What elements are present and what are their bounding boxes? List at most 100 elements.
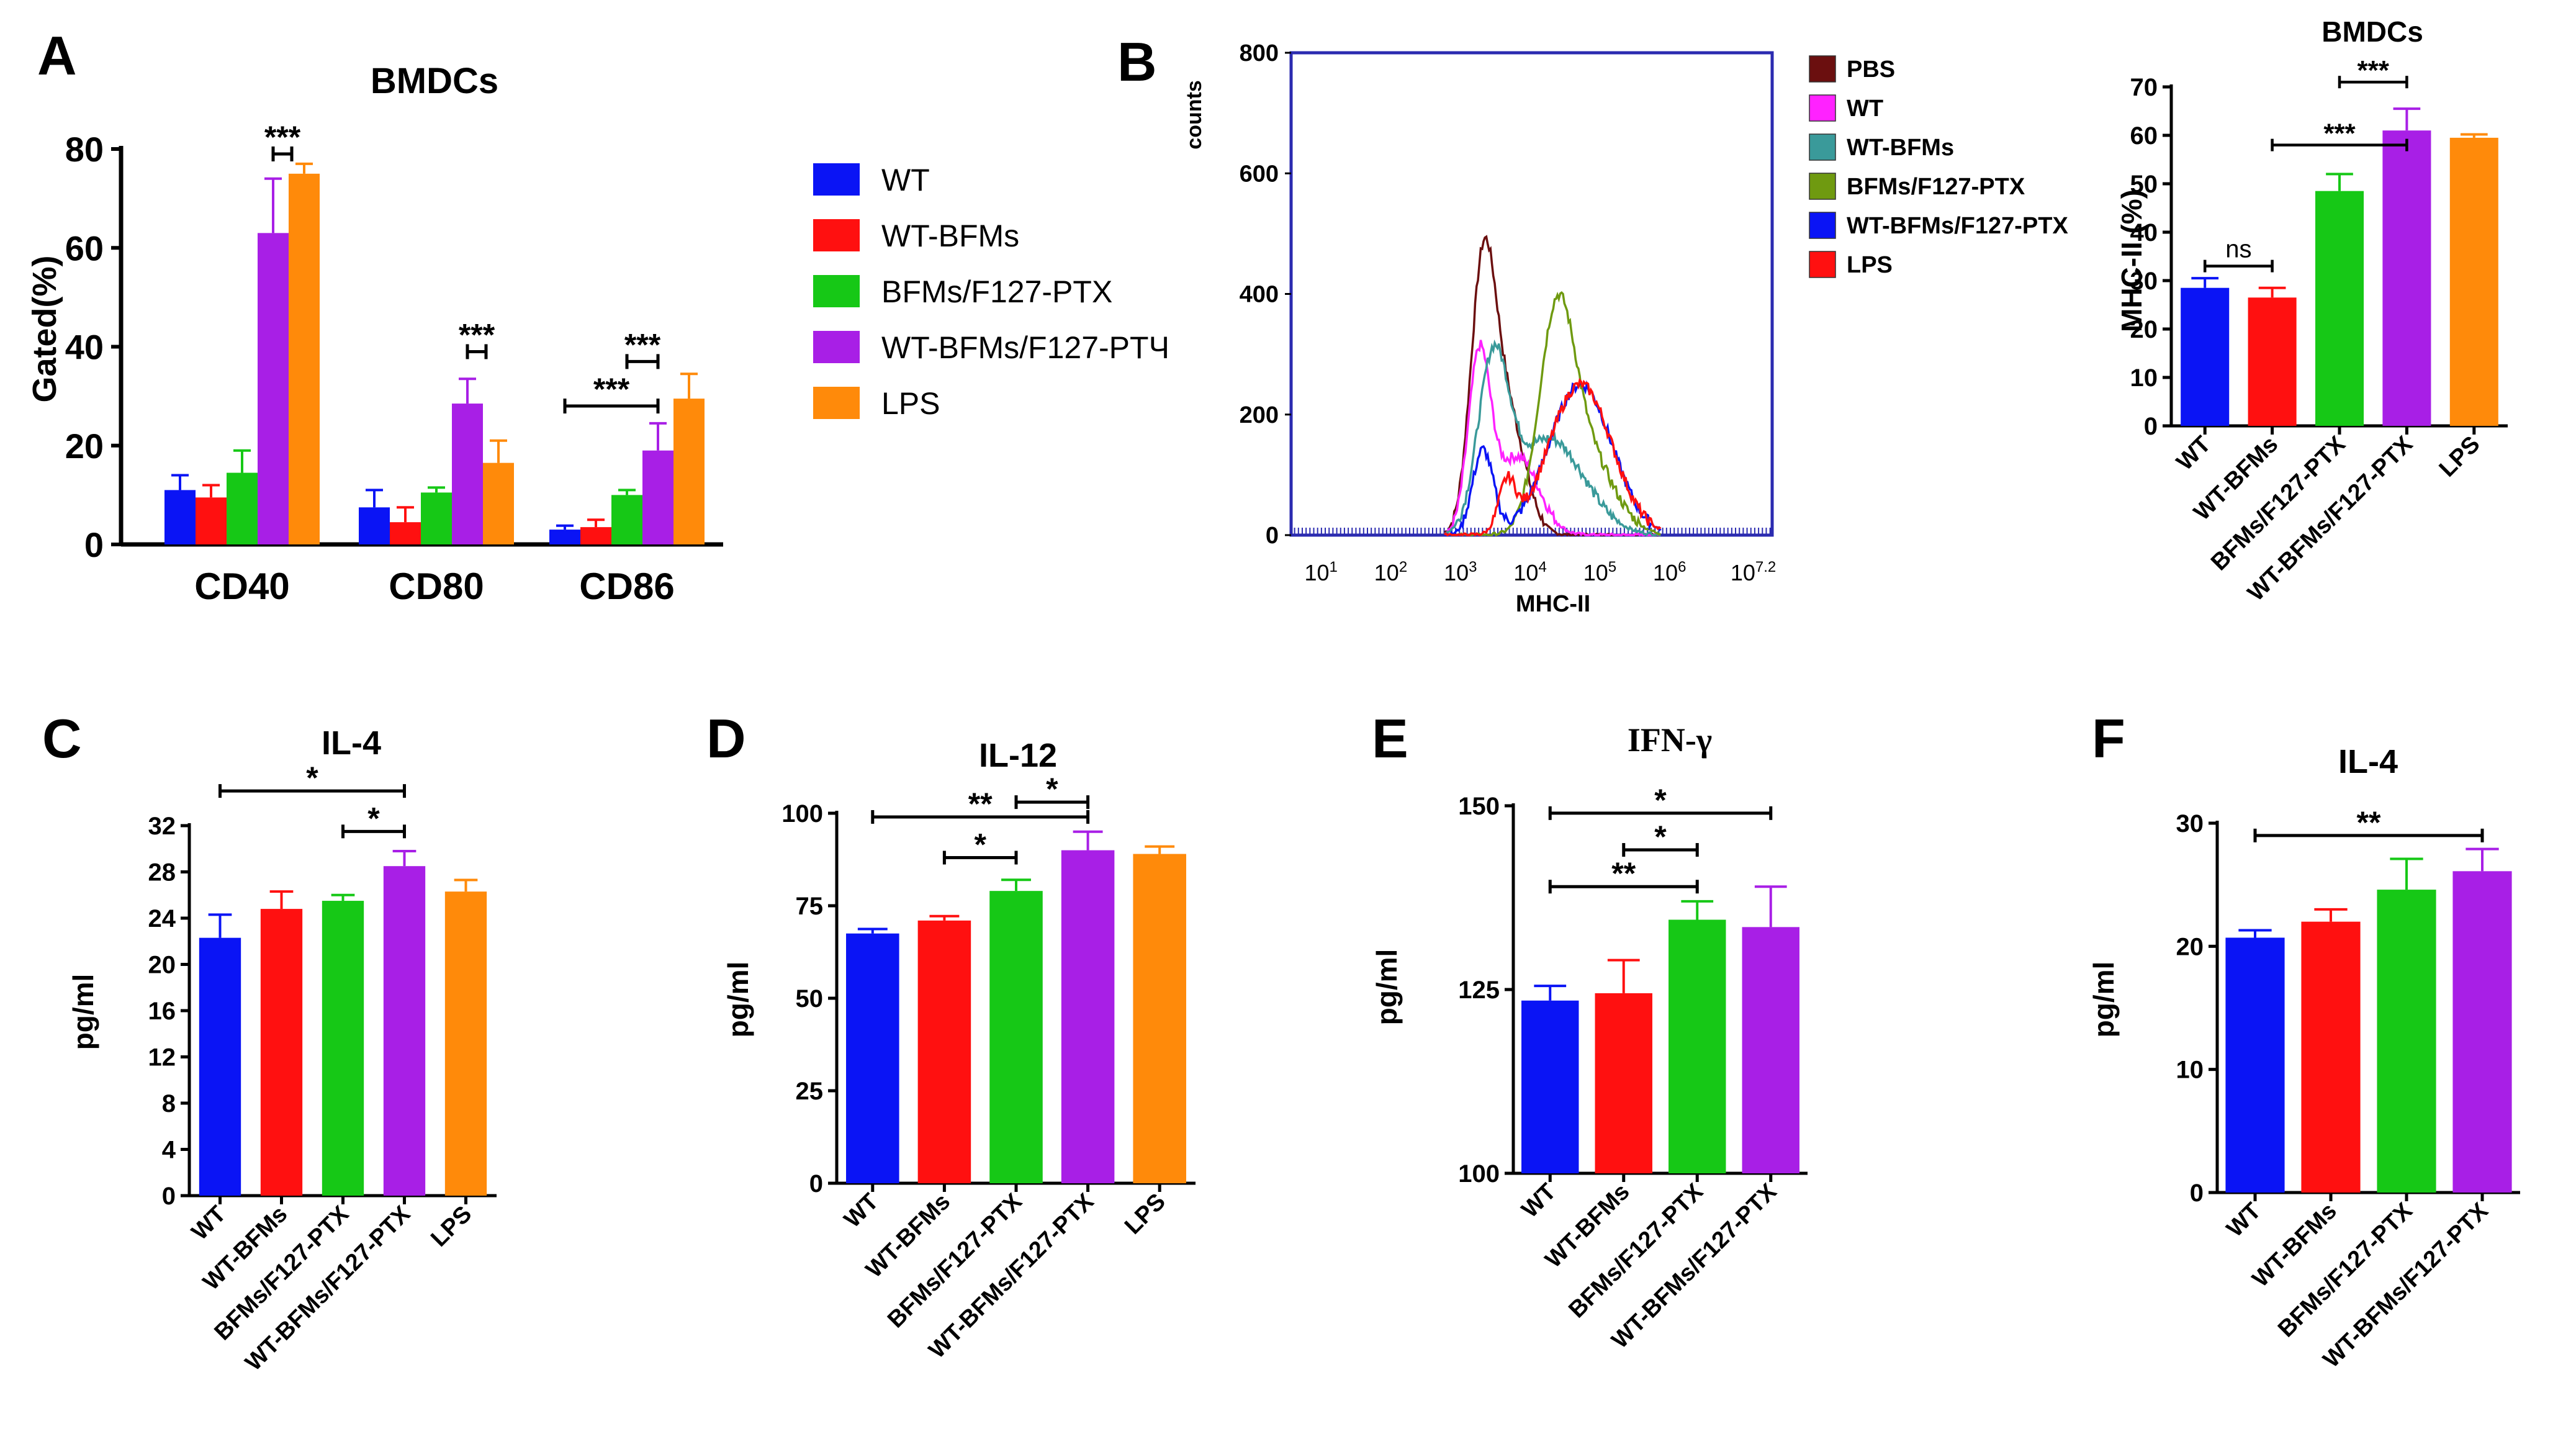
- legend-b-swatch-bfms-f127-ptx: [1809, 173, 1836, 200]
- chart-b2-title: BMDCs: [2322, 16, 2423, 48]
- chart-c-ytick-label: 32: [148, 813, 176, 840]
- chart-a-sig-label: ***: [459, 317, 495, 352]
- chart-c-ytick-label: 20: [148, 952, 176, 979]
- chart-f-ytick-label: 0: [2190, 1180, 2204, 1207]
- chart-b-histogram: counts MHC-II 0 200 400 600 800 101 102 103 104 1…: [1182, 40, 1776, 617]
- chart-f-bar-1: [2301, 921, 2361, 1193]
- chart-b-legend: PBS WT WT-BFMs BFMs/F127-PTX WT-BFMs/F12…: [1809, 55, 2068, 278]
- chart-b-xtick-label: 107.2: [1731, 559, 1776, 585]
- chart-a-bar: [390, 522, 421, 544]
- chart-c-bar-4: [444, 891, 487, 1196]
- panel-letter-d: D: [706, 708, 746, 769]
- chart-a-legend: WT WT-BFMs BFMs/F127-PTX WT-BFMs/F127-PT…: [813, 163, 1169, 421]
- legend-b-swatch-pbs: [1809, 55, 1836, 83]
- chart-a-bar: [227, 472, 258, 544]
- chart-c-bar-0: [199, 937, 241, 1196]
- chart-a-bar: [289, 173, 320, 544]
- legend-label-bfms-f127-ptx: BFMs/F127-PTX: [881, 274, 1112, 309]
- chart-b2-ytick-label: 30: [2130, 268, 2158, 295]
- legend-swatch-wt: [813, 163, 860, 196]
- chart-a-bar: [196, 497, 227, 544]
- chart-b2-category-label: WT: [2171, 431, 2215, 476]
- chart-c-ytick-label: 12: [148, 1044, 176, 1071]
- chart-a-sig-label: ***: [264, 120, 301, 155]
- legend-swatch-lps: [813, 387, 860, 419]
- chart-a-bar: [580, 527, 611, 544]
- chart-e-sig-label: *: [1654, 819, 1667, 854]
- chart-e-sig-label: *: [1654, 783, 1667, 818]
- chart-b2-category-label: LPS: [2434, 431, 2485, 482]
- chart-d-ytick-label: 50: [796, 985, 824, 1013]
- chart-b-ytick-label: 400: [1240, 282, 1279, 308]
- chart-d-category-label: LPS: [1120, 1189, 1171, 1240]
- chart-c-bar-2: [322, 901, 364, 1196]
- chart-b-ylabel: counts: [1182, 80, 1206, 149]
- chart-e-title: IFN-γ: [1628, 721, 1712, 759]
- chart-b-xtick-label: 105: [1583, 559, 1616, 585]
- chart-a-sig-label: ***: [593, 372, 630, 407]
- chart-b2-bar-1: [2248, 297, 2297, 426]
- chart-c-ylabel: pg/ml: [67, 974, 99, 1050]
- chart-d-title: IL-12: [979, 737, 1057, 774]
- chart-d-ytick-label: 0: [809, 1170, 823, 1198]
- legend-b-swatch-wt-bfms-f127-ptx: [1809, 212, 1836, 239]
- chart-b2-sig-label: ***: [2358, 55, 2390, 86]
- chart-e-ylabel: pg/ml: [1371, 949, 1403, 1026]
- chart-d-ylabel: pg/ml: [722, 962, 754, 1038]
- chart-b2-ytick-label: 60: [2130, 122, 2158, 150]
- chart-a-category-label: CD80: [389, 566, 484, 607]
- chart-b-ytick-label: 200: [1240, 402, 1279, 428]
- chart-e-category-label: BFMs/F127-PTX: [1564, 1178, 1708, 1323]
- chart-b2-ytick-label: 70: [2130, 74, 2158, 101]
- legend-label-lps: LPS: [881, 386, 940, 421]
- chart-d-bar-0: [846, 933, 899, 1183]
- chart-a-bar: [549, 530, 580, 544]
- legend-label-wt-bfms: WT-BFMs: [881, 219, 1019, 253]
- chart-a-bar: [359, 507, 390, 544]
- legend-b-label-wt-bfms-f127-ptx: WT-BFMs/F127-PTX: [1847, 213, 2068, 239]
- legend-b-label-wt-bfms: WT-BFMs: [1847, 135, 1954, 161]
- chart-c-bar-1: [260, 909, 303, 1196]
- chart-e-ifng: IFN-γ pg/ml 100125150WTWT-BFMsBFMs/F127-…: [1371, 721, 1808, 1354]
- chart-b-ytick-label: 600: [1240, 161, 1279, 187]
- chart-a-bar: [421, 492, 452, 544]
- chart-f-sig-label: **: [2357, 805, 2381, 840]
- legend-swatch-wt-bfms: [813, 219, 860, 251]
- chart-b2-ytick-label: 0: [2144, 413, 2158, 440]
- chart-e-category-label: WT: [1517, 1179, 1561, 1223]
- chart-b2-sig-label: ns: [2225, 236, 2251, 263]
- chart-a-cd-markers: BMDCs Gated(%) 0 20 40 60 80 CD40 CD80 CD86 *** *…: [26, 61, 723, 607]
- chart-f-category-label: WT: [2222, 1198, 2266, 1242]
- legend-b-label-bfms-f127-ptx: BFMs/F127-PTX: [1847, 174, 2025, 200]
- chart-b-curve-1: [1444, 340, 1661, 537]
- chart-d-bar-1: [917, 920, 971, 1183]
- legend-swatch-wt-bfms-f127-ptx: [813, 331, 860, 363]
- chart-b-xtick-label: 101: [1304, 559, 1337, 585]
- chart-c-sig-label: *: [306, 760, 318, 795]
- chart-b2-sig-label: ***: [2323, 119, 2356, 149]
- chart-d-ytick-label: 25: [796, 1078, 824, 1105]
- chart-c-ytick-label: 4: [162, 1137, 176, 1164]
- chart-c-ytick-label: 16: [148, 998, 176, 1025]
- legend-label-wt: WT: [881, 163, 930, 197]
- chart-b-xtick-label: 102: [1374, 559, 1407, 585]
- chart-b2-bar-4: [2449, 137, 2498, 426]
- panel-letter-a: A: [37, 25, 77, 86]
- chart-b2-bar-0: [2181, 287, 2230, 426]
- chart-b-curve-2: [1444, 339, 1661, 536]
- chart-c-ytick-label: 24: [148, 905, 176, 932]
- chart-a-ylabel: Gated(%): [26, 255, 63, 402]
- chart-a-bar: [642, 450, 673, 544]
- chart-b2-bar-2: [2315, 191, 2364, 426]
- chart-e-ytick-label: 100: [1458, 1160, 1500, 1188]
- chart-c-ytick-label: 28: [148, 859, 176, 886]
- chart-b2-ytick-label: 20: [2130, 316, 2158, 343]
- chart-f-title: IL-4: [2338, 743, 2398, 780]
- chart-e-sig-label: **: [1611, 856, 1636, 891]
- chart-a-bar: [483, 462, 514, 544]
- chart-e-bar-1: [1595, 993, 1652, 1173]
- chart-c-title: IL-4: [322, 724, 381, 762]
- chart-e-ytick-label: 150: [1458, 793, 1500, 820]
- chart-f-ytick-label: 20: [2176, 933, 2204, 960]
